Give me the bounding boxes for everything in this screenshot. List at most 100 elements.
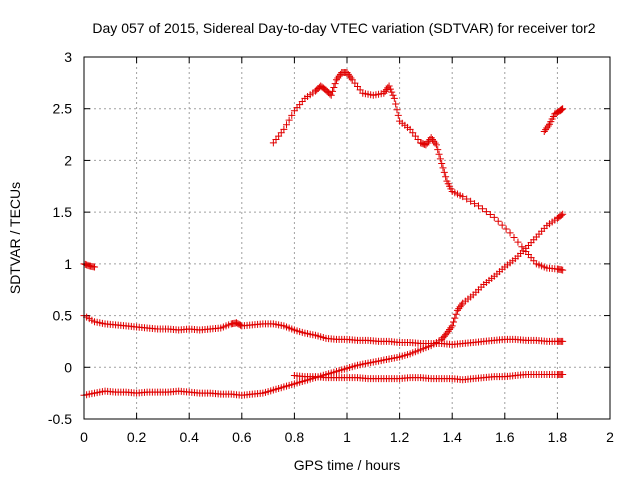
x-tick-label: 2 bbox=[606, 429, 614, 445]
data-point bbox=[438, 160, 446, 168]
data-point-interp bbox=[486, 210, 494, 218]
data-point bbox=[506, 229, 514, 237]
data-point bbox=[559, 337, 567, 345]
data-point bbox=[327, 91, 335, 99]
data-point-interp bbox=[543, 124, 551, 132]
data-point-interp bbox=[381, 87, 389, 95]
x-tick-label: 0.8 bbox=[285, 429, 305, 445]
data-point-interp bbox=[456, 303, 464, 311]
plot-frame bbox=[83, 56, 611, 420]
data-point bbox=[427, 134, 435, 142]
x-tick-label: 1 bbox=[343, 429, 351, 445]
data-point-interp bbox=[542, 126, 550, 134]
data-point bbox=[385, 82, 393, 90]
y-tick-label: 0 bbox=[64, 359, 72, 375]
data-point-interp bbox=[444, 327, 452, 335]
data-point-interp bbox=[467, 197, 475, 205]
data-point-interp bbox=[436, 155, 444, 163]
data-point bbox=[432, 141, 440, 149]
data-point-interp bbox=[346, 72, 354, 80]
y-tick-label: 2.5 bbox=[53, 101, 73, 117]
data-point-interp bbox=[544, 122, 552, 130]
y-tick-label: 1 bbox=[64, 256, 72, 272]
series-0 bbox=[80, 260, 99, 271]
data-point-interp bbox=[389, 91, 397, 99]
y-tick-label: 3 bbox=[64, 49, 72, 65]
data-point-interp bbox=[446, 326, 454, 334]
data-point-interp bbox=[471, 200, 479, 208]
data-point-interp bbox=[423, 139, 431, 147]
data-point-interp bbox=[428, 135, 436, 143]
data-point bbox=[380, 89, 388, 97]
x-axis-label: GPS time / hours bbox=[294, 457, 401, 473]
data-point-interp bbox=[285, 116, 293, 124]
data-point bbox=[459, 193, 467, 201]
data-point-interp bbox=[502, 225, 510, 233]
y-tick-label: 2 bbox=[64, 152, 72, 168]
data-point-interp bbox=[494, 217, 502, 225]
data-point-interp bbox=[498, 221, 506, 229]
series-1 bbox=[269, 69, 567, 274]
data-point bbox=[280, 125, 288, 133]
series-3 bbox=[80, 312, 567, 349]
x-tick-label: 0 bbox=[80, 429, 88, 445]
x-tick-label: 1.8 bbox=[548, 429, 568, 445]
x-tick-label: 1.6 bbox=[495, 429, 515, 445]
data-point-interp bbox=[455, 305, 463, 313]
x-axis-ticks: 0 0.2 0.4 0.6 0.8 1 1.2 1.4 1.6 1.8 2 bbox=[80, 57, 614, 445]
x-tick-label: 0.4 bbox=[179, 429, 199, 445]
data-point-interp bbox=[431, 139, 439, 147]
data-point bbox=[559, 210, 567, 218]
data-point-interp bbox=[447, 324, 455, 332]
y-tick-label: -0.5 bbox=[48, 411, 72, 427]
data-point-interp bbox=[457, 301, 465, 309]
data-point-interp bbox=[450, 318, 458, 326]
data-point-interp bbox=[283, 121, 291, 129]
x-tick-label: 0.6 bbox=[232, 429, 252, 445]
data-point-interp bbox=[514, 238, 522, 246]
data-point bbox=[91, 263, 99, 271]
x-tick-label: 1.4 bbox=[442, 429, 462, 445]
y-axis-ticks: -0.5 0 0.5 1 1.5 2 2.5 3 bbox=[48, 49, 610, 427]
data-point-interp bbox=[434, 146, 442, 154]
data-point-interp bbox=[393, 106, 401, 114]
y-axis-label: SDTVAR / TECUs bbox=[7, 182, 23, 294]
grid bbox=[84, 57, 610, 419]
data-point-interp bbox=[557, 106, 565, 114]
data-point-interp bbox=[394, 111, 402, 119]
data-point-interp bbox=[440, 168, 448, 176]
series-2 bbox=[540, 105, 567, 135]
x-tick-label: 1.2 bbox=[390, 429, 410, 445]
data-point bbox=[540, 127, 548, 135]
data-point bbox=[332, 76, 340, 84]
series-4 bbox=[80, 210, 567, 399]
data-point-interp bbox=[388, 88, 396, 96]
data-point-interp bbox=[518, 243, 526, 251]
data-point-interp bbox=[558, 105, 566, 113]
data-point bbox=[559, 266, 567, 274]
data-point bbox=[559, 105, 567, 113]
data-point-interp bbox=[451, 314, 459, 322]
data-point-interp bbox=[430, 137, 438, 145]
data-point-interp bbox=[288, 111, 296, 119]
data-point-interp bbox=[452, 310, 460, 318]
data-point-interp bbox=[510, 233, 518, 241]
data-point-interp bbox=[344, 70, 352, 78]
data-point bbox=[453, 306, 461, 314]
data-point-interp bbox=[442, 173, 450, 181]
data-point bbox=[559, 371, 567, 379]
y-tick-label: 0.5 bbox=[53, 308, 73, 324]
series-5 bbox=[290, 371, 567, 384]
data-point-interp bbox=[347, 74, 355, 82]
data-point-interp bbox=[392, 100, 400, 108]
data-point bbox=[422, 141, 430, 149]
data-point-interp bbox=[386, 85, 394, 93]
data-point-interp bbox=[482, 208, 490, 216]
data-point-interp bbox=[329, 87, 337, 95]
data-point-interp bbox=[335, 72, 343, 80]
data-point bbox=[343, 69, 351, 77]
data-point-interp bbox=[382, 86, 390, 94]
data-point bbox=[448, 322, 456, 330]
data-point-interp bbox=[463, 195, 471, 203]
